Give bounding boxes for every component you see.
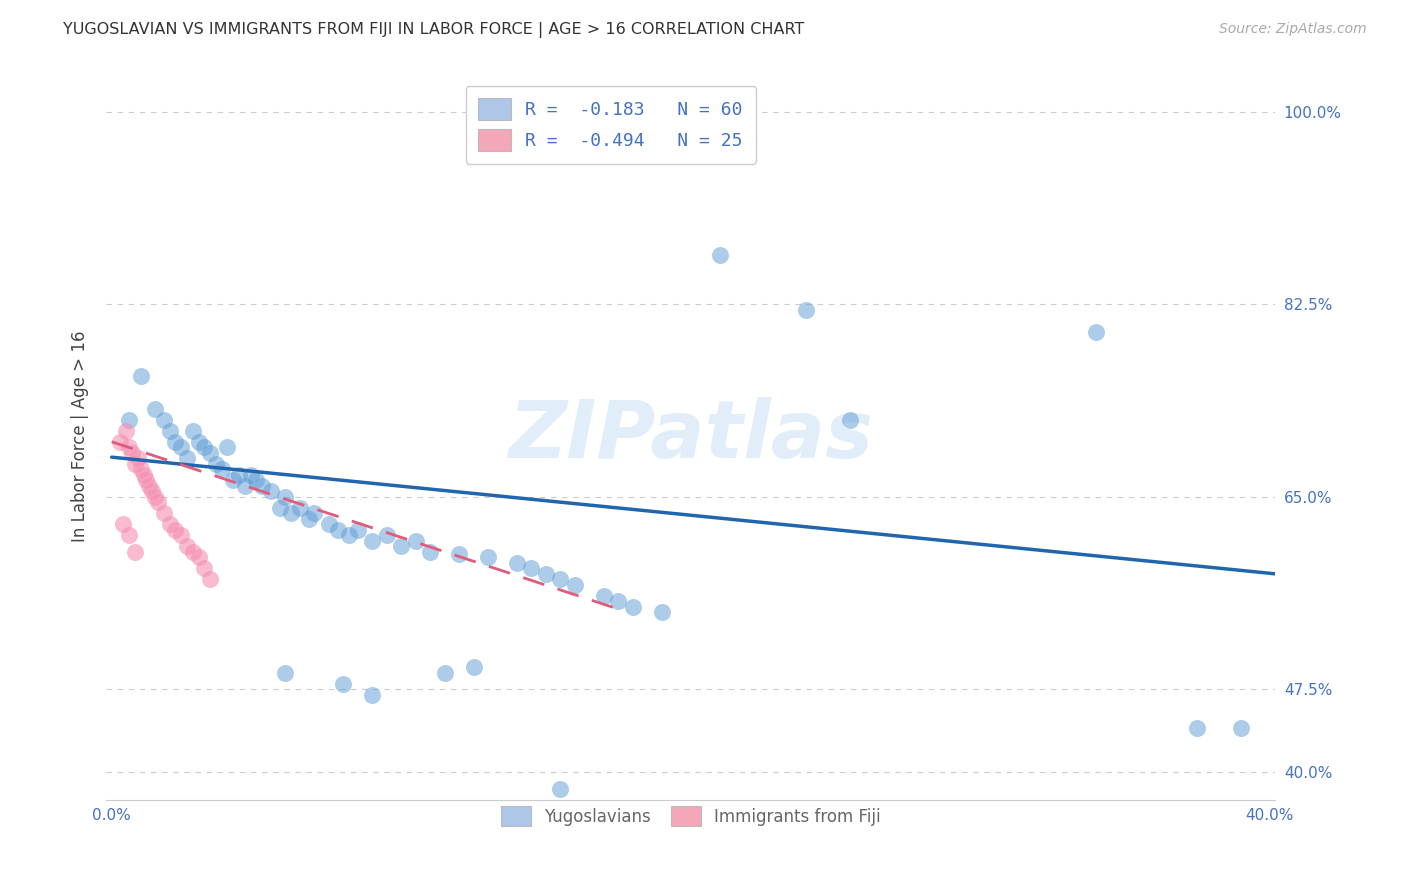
Point xyxy=(477,550,499,565)
Point xyxy=(564,578,586,592)
Point xyxy=(135,473,157,487)
Point xyxy=(217,440,239,454)
Point xyxy=(326,523,349,537)
Point xyxy=(124,545,146,559)
Point xyxy=(346,523,368,537)
Point xyxy=(463,660,485,674)
Point xyxy=(297,512,319,526)
Point xyxy=(550,781,572,796)
Legend: Yugoslavians, Immigrants from Fiji: Yugoslavians, Immigrants from Fiji xyxy=(492,797,889,835)
Point xyxy=(449,547,471,561)
Point xyxy=(274,665,297,680)
Point xyxy=(115,424,138,438)
Point xyxy=(153,506,176,520)
Point xyxy=(269,500,291,515)
Point xyxy=(222,473,245,487)
Point xyxy=(621,599,644,614)
Point xyxy=(506,556,529,570)
Point xyxy=(796,302,818,317)
Point xyxy=(607,594,630,608)
Point xyxy=(405,533,427,548)
Point xyxy=(165,523,187,537)
Point xyxy=(146,495,169,509)
Point xyxy=(520,561,543,575)
Point xyxy=(121,446,143,460)
Text: YUGOSLAVIAN VS IMMIGRANTS FROM FIJI IN LABOR FORCE | AGE > 16 CORRELATION CHART: YUGOSLAVIAN VS IMMIGRANTS FROM FIJI IN L… xyxy=(63,22,804,38)
Point xyxy=(153,413,176,427)
Point xyxy=(260,484,283,499)
Point xyxy=(112,517,135,532)
Point xyxy=(124,457,146,471)
Point xyxy=(304,506,326,520)
Point xyxy=(159,517,181,532)
Point xyxy=(198,446,221,460)
Point xyxy=(170,440,193,454)
Point xyxy=(245,473,267,487)
Point xyxy=(143,401,166,416)
Point xyxy=(110,434,132,449)
Point xyxy=(165,434,187,449)
Point xyxy=(318,517,340,532)
Point xyxy=(433,665,456,680)
Point xyxy=(252,479,274,493)
Text: ZIPatlas: ZIPatlas xyxy=(508,397,873,475)
Point xyxy=(838,413,860,427)
Point xyxy=(176,539,198,553)
Point xyxy=(709,247,731,261)
Point xyxy=(361,688,384,702)
Point xyxy=(132,467,155,482)
Point xyxy=(592,589,614,603)
Point xyxy=(170,528,193,542)
Point xyxy=(233,479,256,493)
Point xyxy=(129,462,152,476)
Point xyxy=(181,424,204,438)
Point xyxy=(1229,721,1251,735)
Point xyxy=(228,467,250,482)
Point xyxy=(1084,325,1107,339)
Point xyxy=(205,457,228,471)
Point xyxy=(181,545,204,559)
Point xyxy=(138,479,160,493)
Point xyxy=(389,539,412,553)
Point xyxy=(419,545,441,559)
Point xyxy=(361,533,384,548)
Point xyxy=(118,528,141,542)
Point xyxy=(337,528,360,542)
Point xyxy=(1187,721,1209,735)
Point xyxy=(187,434,209,449)
Point xyxy=(211,462,233,476)
Point xyxy=(651,606,673,620)
Point xyxy=(118,413,141,427)
Point xyxy=(288,500,311,515)
Point xyxy=(159,424,181,438)
Point xyxy=(332,677,354,691)
Point xyxy=(129,368,152,383)
Text: Source: ZipAtlas.com: Source: ZipAtlas.com xyxy=(1219,22,1367,37)
Point xyxy=(193,561,215,575)
Point xyxy=(176,451,198,466)
Point xyxy=(127,451,149,466)
Point xyxy=(239,467,262,482)
Point xyxy=(274,490,297,504)
Point xyxy=(534,566,557,581)
Point xyxy=(143,490,166,504)
Point xyxy=(141,484,163,499)
Point xyxy=(118,440,141,454)
Point xyxy=(198,573,221,587)
Point xyxy=(375,528,398,542)
Point xyxy=(550,573,572,587)
Y-axis label: In Labor Force | Age > 16: In Labor Force | Age > 16 xyxy=(72,331,89,542)
Point xyxy=(280,506,302,520)
Point xyxy=(193,440,215,454)
Point xyxy=(187,550,209,565)
